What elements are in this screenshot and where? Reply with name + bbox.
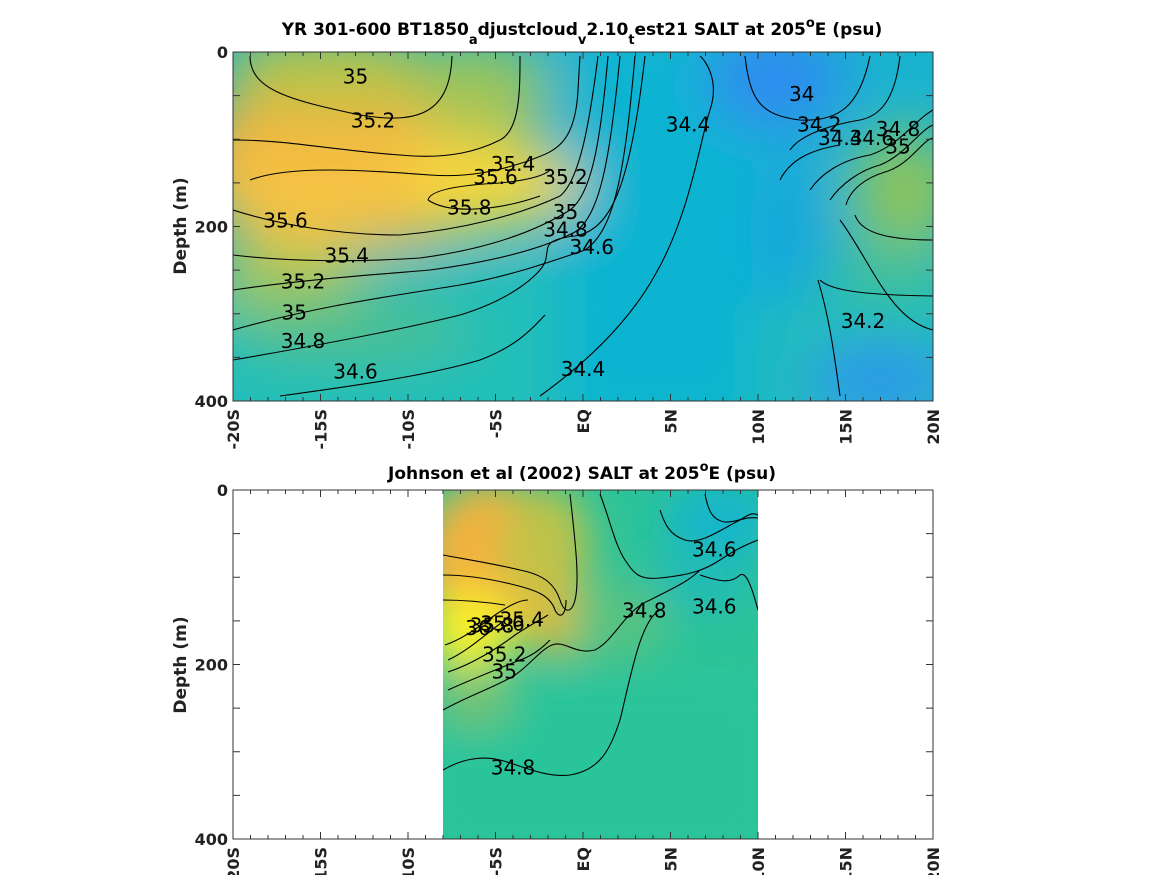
top-contour-labels: 3535.235.435.635.835.635.23534.834.635.4… [263, 65, 920, 384]
contour-label: 34.2 [841, 309, 886, 333]
contour-label: 34.6 [333, 360, 378, 384]
x-tick-label: 15N [837, 847, 856, 875]
contour-label: 34 [789, 82, 814, 106]
contour-label: 34.8 [491, 756, 536, 780]
contour-label: 34.6 [849, 126, 894, 150]
top-contours [233, 55, 933, 397]
x-tick-label: EQ [574, 847, 593, 872]
x-tick-label: 5N [662, 409, 681, 434]
contour-label: 34.2 [797, 113, 842, 137]
x-tick-label: 20N [924, 409, 943, 445]
x-tick-label: 20N [924, 847, 943, 875]
contour-label: 35 [492, 660, 517, 684]
contour-label: 34.8 [543, 217, 588, 241]
contour-label: 34.8 [876, 117, 921, 141]
x-tick-label: -5S [487, 847, 506, 875]
contour-label: 34.4 [561, 357, 606, 381]
contour-label: 35.6 [480, 612, 525, 636]
x-tick-label: -15S [312, 409, 331, 449]
y-tick-label: 200 [195, 218, 228, 237]
x-tick-label: -20S [224, 847, 243, 875]
contour-label: 35.6 [473, 165, 518, 189]
bottom-tick-marks [232, 489, 934, 840]
top-salinity-field: 3535.235.435.635.835.635.23534.834.635.4… [233, 52, 933, 401]
top-y-tick-labels: 0 200 400 [195, 43, 228, 411]
x-tick-label: -10S [399, 409, 418, 449]
y-tick-label: 400 [195, 392, 228, 411]
x-tick-label: -5S [487, 409, 506, 438]
contour-label: 35.4 [324, 244, 369, 268]
x-tick-label: 15N [837, 409, 856, 445]
x-tick-label: EQ [574, 409, 593, 434]
x-tick-label: -20S [224, 409, 243, 449]
bottom-contours [443, 493, 758, 776]
bottom-y-tick-labels: 0 200 400 [195, 481, 228, 849]
contour-label: 34.8 [622, 599, 667, 623]
contour-label: 36 [465, 616, 490, 640]
contour-label: 34.6 [569, 235, 614, 259]
top-y-axis-label: Depth (m) [171, 177, 191, 274]
contour-label: 35.4 [491, 152, 536, 176]
x-tick-label: -10S [399, 847, 418, 875]
bottom-y-axis-label: Depth (m) [171, 616, 191, 713]
contour-label: 35.8 [470, 613, 515, 637]
contour-label: 35.6 [263, 209, 308, 233]
x-tick-label: -15S [312, 847, 331, 875]
y-tick-label: 200 [195, 656, 228, 675]
contour-label: 35.2 [351, 108, 396, 132]
contour-label: 35.2 [543, 165, 588, 189]
contour-label: 34.6 [692, 538, 737, 562]
x-tick-label: 10N [749, 847, 768, 875]
top-tick-marks [232, 51, 934, 402]
contour-label: 35.2 [281, 270, 326, 294]
contour-label: 35 [282, 300, 307, 324]
x-tick-label: 10N [749, 409, 768, 445]
contour-label: 34.4 [666, 113, 711, 137]
contour-label: 35.4 [499, 607, 544, 631]
y-tick-label: 0 [217, 481, 228, 500]
contour-label: 35.2 [482, 642, 527, 666]
x-tick-label: 5N [662, 847, 681, 872]
contour-label: 35 [885, 134, 910, 158]
top-chart-title: YR 301-600 BT1850adjustcloudv2.10test21 … [281, 16, 882, 48]
bottom-chart-title: Johnson et al (2002) SALT at 205oE (psu) [387, 460, 776, 484]
top-x-tick-labels: -20S -15S -10S -5S EQ 5N 10N 15N 20N [224, 409, 943, 449]
contour-label: 34.4 [818, 126, 863, 150]
contour-label: 34.6 [692, 594, 737, 618]
contour-label: 34.8 [281, 329, 326, 353]
y-tick-label: 400 [195, 830, 228, 849]
contour-label: 35 [553, 200, 578, 224]
contour-label: 35.8 [447, 196, 492, 220]
y-tick-label: 0 [217, 43, 228, 62]
bottom-x-tick-labels: -20S -15S -10S -5S EQ 5N 10N 15N 20N [224, 847, 943, 875]
top-panel: 3535.235.435.635.835.635.23534.834.635.4… [171, 16, 943, 449]
contour-label: 35 [343, 65, 368, 89]
